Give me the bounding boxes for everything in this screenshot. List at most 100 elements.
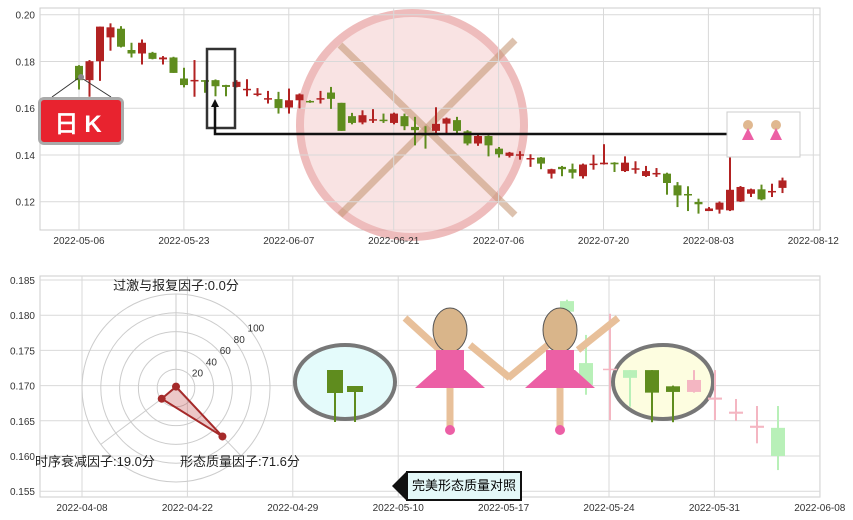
candle-body [432,123,440,131]
candle [127,42,136,58]
candle-body [411,126,419,131]
candle-body [516,154,524,156]
candle-body [222,85,230,87]
candle [474,134,482,146]
candle [631,161,640,174]
candle-body [505,152,514,156]
y-tick-label: 0.165 [10,417,35,428]
candle [243,79,251,97]
candle [747,188,755,198]
candle [684,186,692,212]
x-tick-label: 2022-05-23 [158,236,210,247]
candle-body [560,301,574,312]
watermark-logo [296,9,528,241]
candle-body [729,411,743,414]
candle-body [337,102,346,131]
candle-body [106,27,115,38]
candle-body [117,28,125,47]
radar-r-tick: 40 [206,357,218,368]
candle [159,56,167,65]
arrow-head-icon [211,99,219,107]
radar-point [157,394,166,403]
candle-body [159,57,167,60]
candle-body [148,52,157,59]
candle-body [736,186,745,202]
candle-body [264,98,272,100]
candle [85,60,94,97]
dancers-thumbnail [726,111,801,158]
candle [201,80,209,93]
candle [505,151,514,158]
candle [516,151,524,160]
dancer-arm [575,315,621,353]
y-tick-label: 0.18 [16,57,36,68]
candle-body [474,136,482,144]
dancer-head-icon [771,120,781,130]
candle-body [348,116,356,123]
candle-body [253,93,262,95]
candle-body [358,115,367,123]
radar-r-tick: 100 [248,324,265,335]
candle [453,116,461,134]
daily-k-badge: 日K [38,97,124,145]
candle [295,93,304,109]
candle [169,56,178,73]
candle [379,113,388,123]
y-tick-label: 0.170 [10,382,35,393]
dog-head-icon [542,307,578,353]
y-tick-label: 0.175 [10,346,35,357]
candle-body [243,88,251,91]
x-tick-label: 2022-08-03 [683,236,735,247]
candle-body [537,157,545,164]
candle [589,154,598,170]
dancer-illustration [505,307,621,435]
candle [411,116,419,146]
candle [327,86,335,109]
candle-body [526,157,535,160]
candle-body [579,164,587,177]
candle-body [127,49,136,54]
candle-body [610,162,619,165]
candle [369,109,377,123]
dancer-arm [402,315,443,353]
dancer-tutu [525,370,595,388]
candle-body [138,42,146,54]
candle-body [768,190,776,193]
y-tick-label: 0.14 [16,151,36,162]
candle [264,90,272,104]
candle-body [645,370,659,393]
candle-body [558,166,566,170]
reference-candle [327,370,343,422]
candle-body [687,379,701,392]
x-tick-label: 2022-08-12 [788,236,840,247]
candle [180,67,188,88]
candle [400,113,409,131]
candle-body [484,136,493,146]
candle [729,398,743,421]
candle [642,165,650,177]
candle [495,147,503,158]
ballet-shoe-icon [445,425,455,435]
candle [106,23,115,51]
x-tick-label: 2022-05-10 [373,503,425,514]
candle [117,26,125,48]
highlight-box [205,47,237,130]
candle-body [778,180,787,188]
candle [768,183,776,198]
candle [463,130,472,146]
candle [621,156,629,173]
candle-body [547,169,556,174]
dancer-arm [467,342,513,381]
candle [603,313,617,421]
radar-point [172,382,180,391]
candle [442,117,451,134]
badge-string [79,76,112,98]
candle-body [327,370,343,393]
candle [673,182,682,208]
x-tick-label: 2022-05-17 [478,503,530,514]
candle [558,165,566,177]
candle-body [379,119,388,122]
candle [537,157,545,170]
x-tick-label: 2022-07-20 [578,236,630,247]
candle-body [621,162,629,172]
